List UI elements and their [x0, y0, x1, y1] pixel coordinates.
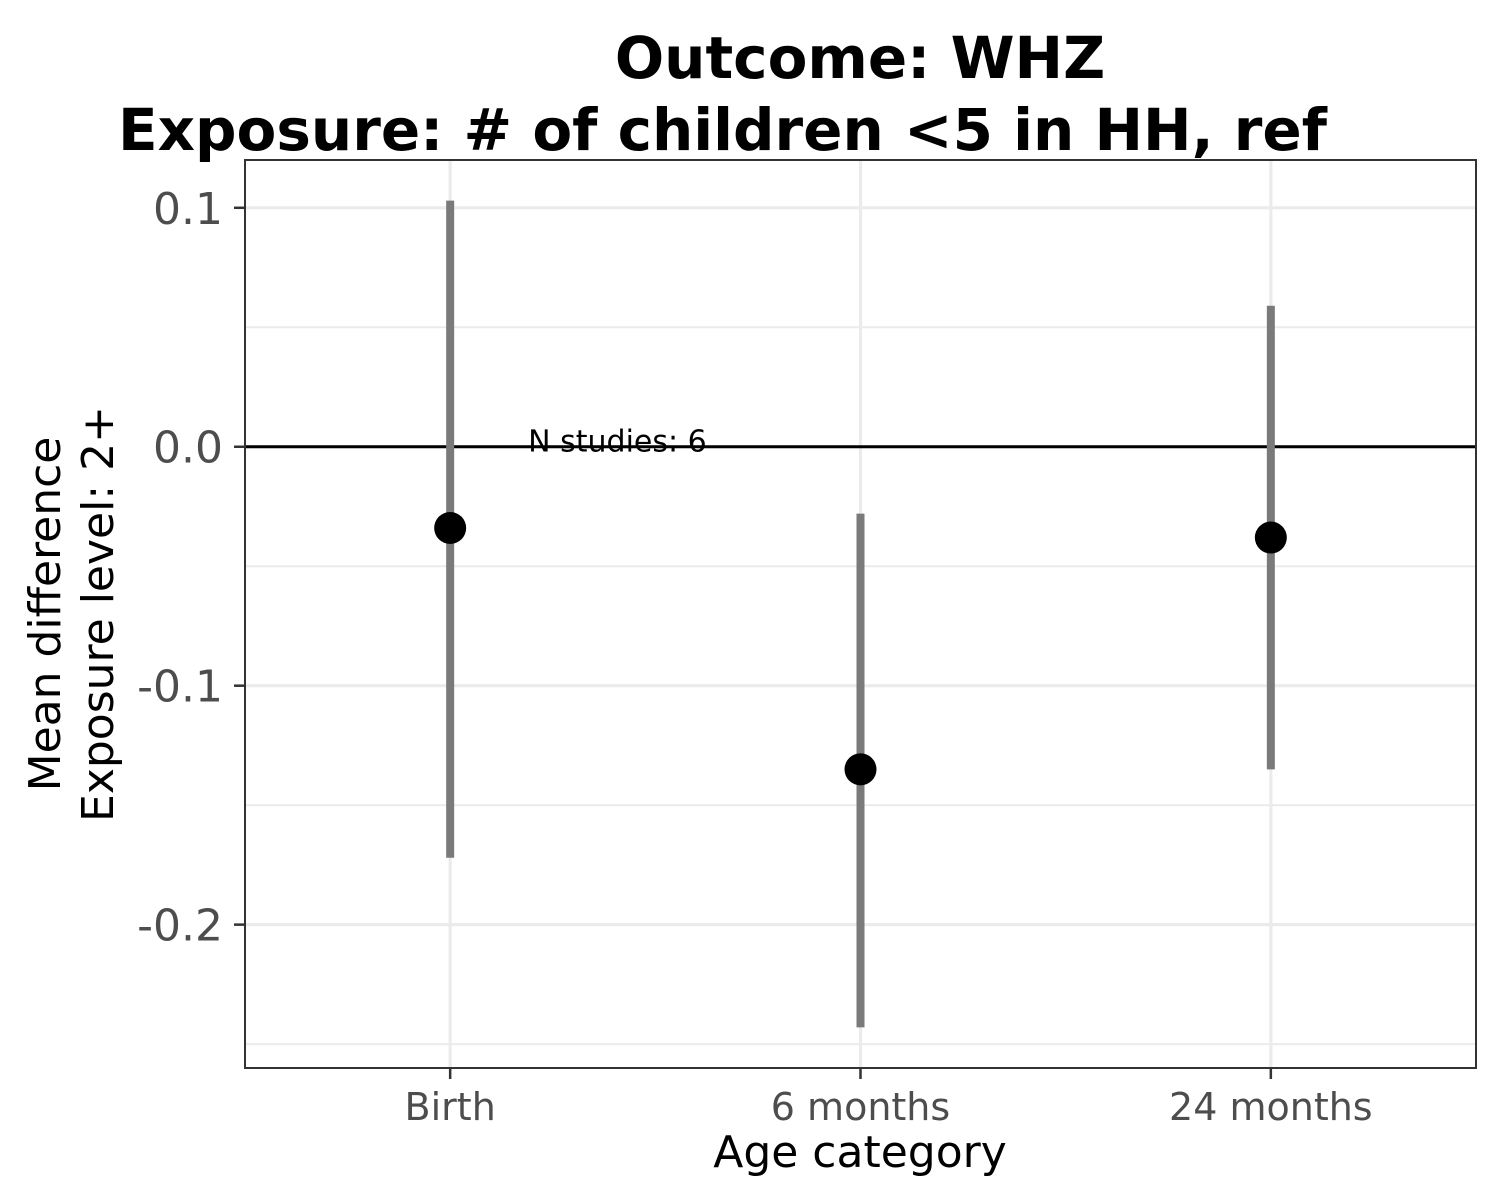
- x-axis: Birth 6 months 24 months: [405, 1068, 1373, 1129]
- x-tick-label: 24 months: [1169, 1085, 1373, 1129]
- x-tick-label: 6 months: [771, 1085, 950, 1129]
- chart-title-line-1: Outcome: WHZ: [615, 24, 1105, 92]
- y-axis-title-line-1: Mean difference: [20, 437, 71, 792]
- x-tick-label: Birth: [405, 1085, 496, 1129]
- point-layer: [434, 511, 1287, 786]
- chart-title-line-2: Exposure: # of children <5 in HH, ref: [118, 96, 1328, 164]
- annotation-n-studies: N studies: 6: [528, 425, 707, 460]
- estimate-point: [844, 753, 877, 786]
- y-axis-title-line-2: Exposure level: 2+: [73, 406, 124, 822]
- y-tick-label: -0.1: [137, 662, 223, 713]
- annotation-layer: N studies: 6: [528, 425, 707, 460]
- estimate-point: [1254, 521, 1287, 554]
- x-axis-title: Age category: [713, 1127, 1007, 1178]
- y-tick-label: 0.0: [153, 423, 223, 474]
- y-tick-label: 0.1: [153, 184, 223, 235]
- y-axis: 0.1 0.0 -0.1 -0.2: [137, 184, 245, 952]
- y-tick-label: -0.2: [137, 901, 223, 952]
- estimate-point: [434, 511, 467, 544]
